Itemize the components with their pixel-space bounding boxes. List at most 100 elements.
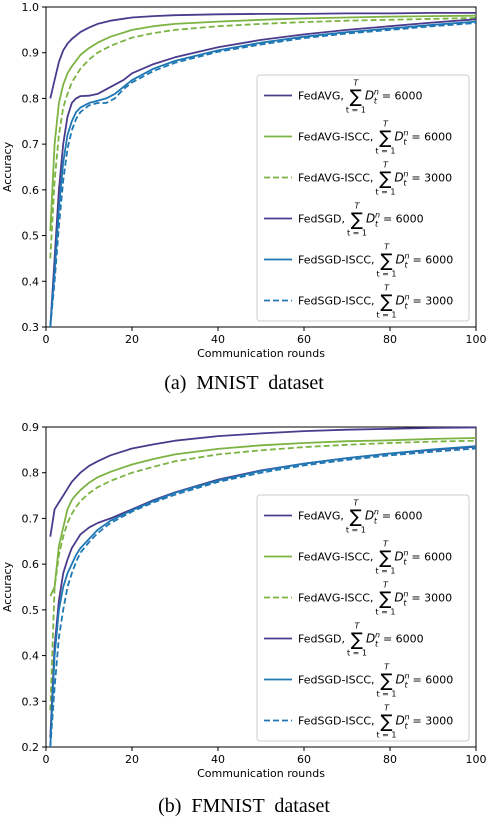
x-tick-label: 20 [125,753,139,766]
legend-entry-name: FedSGD-ISCC, [298,715,375,728]
legend-d-term: D [366,212,375,226]
legend-d-sub: t [405,722,409,731]
legend-sum-sign: ∑ [379,548,391,569]
legend-sum-lower: t = 1 [375,567,395,576]
legend-d-sub: t [403,558,407,567]
legend-sum-upper: T [355,202,361,211]
x-tick-label: 0 [43,753,50,766]
legend-sum-value: = 3000 [413,295,454,308]
y-tick-label: 0.8 [22,467,40,480]
legend-d-term: D [365,509,374,523]
legend-sum-sign: ∑ [379,128,391,149]
legend-d-sup: n [375,631,380,640]
legend-d-sub: t [403,138,407,147]
y-tick-label: 0.7 [22,512,40,525]
legend-entry-name: FedAVG-ISCC, [298,592,373,605]
plot-frame [45,426,477,748]
legend-sum-value: = 6000 [413,254,454,267]
legend-box [256,74,470,322]
legend-sum-lower: t = 1 [375,188,395,197]
legend-sum-upper: T [353,79,359,88]
series-line-1 [49,14,477,232]
x-tick-label: 40 [211,753,225,766]
legend-sum-upper: T [383,540,389,549]
y-tick-label: 1.0 [22,1,40,14]
legend-d-sup: n [405,293,410,302]
legend-sum-value: = 3000 [411,172,452,185]
legend-sum-upper: T [384,704,390,713]
series-line-0 [49,11,476,99]
legend-d-sub: t [374,517,378,526]
legend-sum-sign: ∑ [350,507,362,528]
legend-sum-value: = 6000 [382,510,423,523]
x-tick-label: 0 [43,333,50,346]
y-tick-label: 0.6 [22,184,40,197]
legend-entry-name: FedAVG-ISCC, [298,131,373,144]
legend-sum-upper: T [355,622,361,631]
legend-box [256,494,470,742]
legend-d-term: D [396,294,405,308]
legend-d-sub: t [403,179,407,188]
plot-frame [45,6,477,328]
series-line-5 [49,22,477,328]
x-tick-label: 40 [211,333,225,346]
legend-sum-upper: T [383,161,389,170]
legend-sum-upper: T [384,243,390,252]
x-axis-label: Communication rounds [197,347,325,360]
legend-entry-name: FedSGD-ISCC, [298,674,375,687]
x-tick-label: 20 [125,333,139,346]
y-tick-label: 0.4 [22,650,40,663]
legend-sum-lower: t = 1 [346,526,366,535]
legend-d-sub: t [374,97,378,106]
legend-d-sub: t [405,261,409,270]
y-axis-label: Accuracy [1,141,14,192]
legend-d-sup: n [405,672,410,681]
legend-sum-lower: t = 1 [375,147,395,156]
fmnist-accuracy-chart: 0 20 40 60 80 100 0.2 0.3 0.4 0.5 0.6 0.7 0.8 0.9 Comm… [1,421,487,780]
legend-sum-lower: t = 1 [347,649,367,658]
series-line-4 [49,445,477,748]
legend-sum-sign: ∑ [379,169,391,190]
x-tick-label: 80 [383,753,397,766]
y-tick-label: 0.2 [22,741,40,754]
legend-sum-lower: t = 1 [377,311,397,320]
legend-sum-sign: ∑ [380,671,392,692]
series-line-5 [49,447,477,748]
legend-sum-value: = 6000 [411,131,452,144]
legend-d-term: D [396,673,405,687]
y-tick-label: 0.3 [22,321,40,334]
legend-d-term: D [396,714,405,728]
legend-d-sup: n [403,549,408,558]
y-tick-label: 0.9 [22,47,40,60]
legend-sum-sign: ∑ [380,712,392,733]
legend-d-sub: t [405,302,409,311]
series-line-3 [49,18,477,328]
legend-sum-value: = 3000 [413,715,454,728]
x-tick-label: 60 [297,753,311,766]
legend-sum-value: = 6000 [411,551,452,564]
series-line-0 [49,426,477,537]
legend-entry-name: FedAVG, [298,510,344,523]
legend-d-sup: n [403,590,408,599]
legend-sum-upper: T [384,663,390,672]
legend-d-term: D [394,171,403,185]
legend-d-sub: t [405,681,409,690]
x-tick-label: 100 [466,753,487,766]
y-tick-label: 0.8 [22,92,40,105]
legend-d-sub: t [403,599,407,608]
legend-sum-upper: T [384,284,390,293]
legend-d-sup: n [375,211,380,220]
y-tick-label: 0.5 [22,230,40,243]
legend-entry-name: FedAVG-ISCC, [298,551,373,564]
legend-sum-lower: t = 1 [377,690,397,699]
legend-sum-value: = 6000 [383,213,424,226]
y-tick-label: 0.7 [22,138,40,151]
legend-d-term: D [394,591,403,605]
chart-a-caption: (a) MNIST dataset [164,372,324,394]
y-tick-label: 0.6 [22,558,40,571]
legend-d-sub: t [375,640,379,649]
legend-sum-lower: t = 1 [346,106,366,115]
legend-entry-name: FedAVG-ISCC, [298,172,373,185]
legend-sum-sign: ∑ [350,87,362,108]
legend-sum-upper: T [383,120,389,129]
